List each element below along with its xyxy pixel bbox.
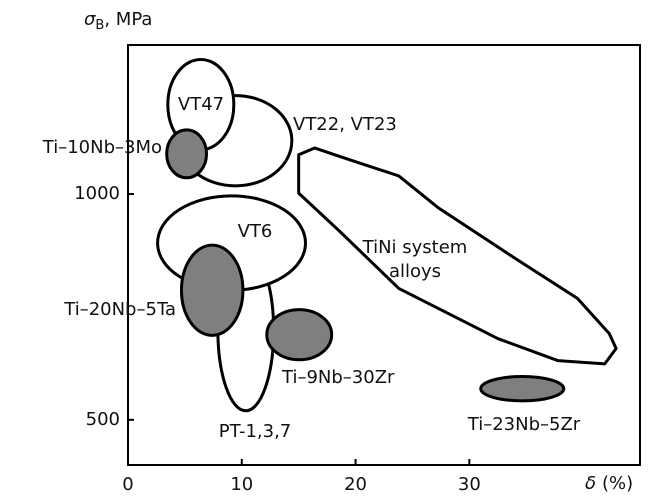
y-label-unit: , MPa bbox=[104, 9, 152, 30]
region bbox=[165, 128, 209, 180]
y-tick-label: 1000 bbox=[74, 183, 120, 204]
x-label-symbol: δ bbox=[585, 473, 596, 494]
region-label: VT47 bbox=[178, 94, 224, 115]
region-label: alloys bbox=[389, 261, 441, 282]
x-label-unit: (%) bbox=[602, 473, 633, 494]
region-label: Ti–9Nb–30Zr bbox=[281, 367, 395, 388]
y-tick-label: 500 bbox=[86, 409, 120, 430]
x-axis-label: δ (%) bbox=[585, 473, 633, 494]
region-label: VT22, VT23 bbox=[293, 114, 397, 135]
x-tick-label: 0 bbox=[122, 474, 133, 495]
plot-frame bbox=[127, 44, 641, 466]
region-label: PT-1,3,7 bbox=[219, 421, 292, 442]
region-label: Ti–10Nb–3Mo bbox=[42, 137, 162, 158]
y-label-symbol: σ bbox=[84, 9, 96, 30]
region bbox=[265, 308, 334, 362]
y-label-subscript: B bbox=[95, 18, 104, 33]
region-outline bbox=[297, 146, 618, 366]
region bbox=[479, 374, 566, 403]
region-label: Ti–20Nb–5Ta bbox=[63, 299, 176, 320]
region bbox=[179, 243, 245, 337]
x-tick-label: 10 bbox=[230, 474, 253, 495]
y-axis-label: σB, MPa bbox=[84, 9, 152, 33]
x-tick-label: 20 bbox=[344, 474, 367, 495]
region-label: TiNi system bbox=[362, 237, 468, 258]
region-label: Ti–23Nb–5Zr bbox=[467, 414, 581, 435]
region-label: VT6 bbox=[238, 221, 273, 242]
x-tick-label: 30 bbox=[458, 474, 481, 495]
